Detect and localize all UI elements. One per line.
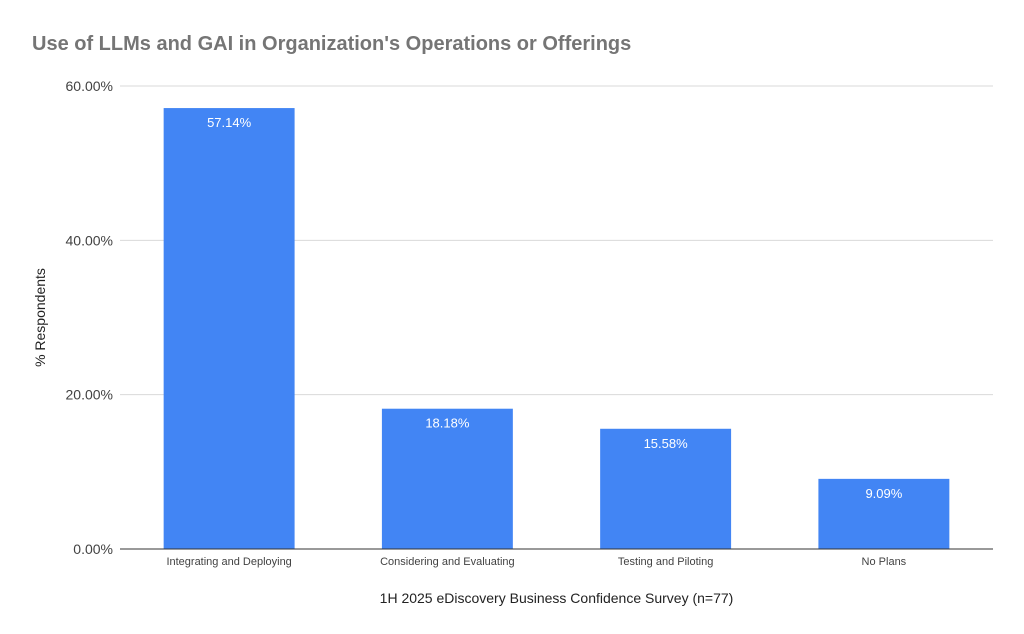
y-tick-label: 60.00%	[66, 78, 113, 94]
data-label: 57.14%	[207, 115, 252, 130]
chart-title: Use of LLMs and GAI in Organization's Op…	[32, 33, 632, 55]
data-labels: 57.14% 18.18% 15.58% 9.09%	[207, 115, 903, 501]
x-category-label: No Plans	[862, 556, 907, 568]
bar	[600, 428, 732, 549]
y-tick-label: 20.00%	[66, 387, 113, 403]
data-label: 15.58%	[644, 436, 689, 451]
bars	[163, 108, 950, 549]
x-category-label: Testing and Piloting	[618, 556, 713, 568]
y-tick-label: 0.00%	[73, 541, 113, 557]
data-label: 9.09%	[865, 486, 902, 501]
data-label: 18.18%	[425, 416, 470, 431]
y-tick-label: 40.00%	[66, 232, 113, 248]
y-axis-title: % Respondents	[32, 268, 48, 367]
x-axis-categories: Integrating and Deploying Considering and…	[166, 556, 906, 568]
bar	[381, 408, 513, 549]
x-axis-title: 1H 2025 eDiscovery Business Confidence S…	[380, 590, 734, 606]
x-category-label: Considering and Evaluating	[380, 556, 515, 568]
bar	[163, 108, 295, 549]
bar	[818, 478, 950, 549]
y-axis-ticks: 0.00% 20.00% 40.00% 60.00%	[66, 78, 113, 557]
x-category-label: Integrating and Deploying	[166, 556, 291, 568]
